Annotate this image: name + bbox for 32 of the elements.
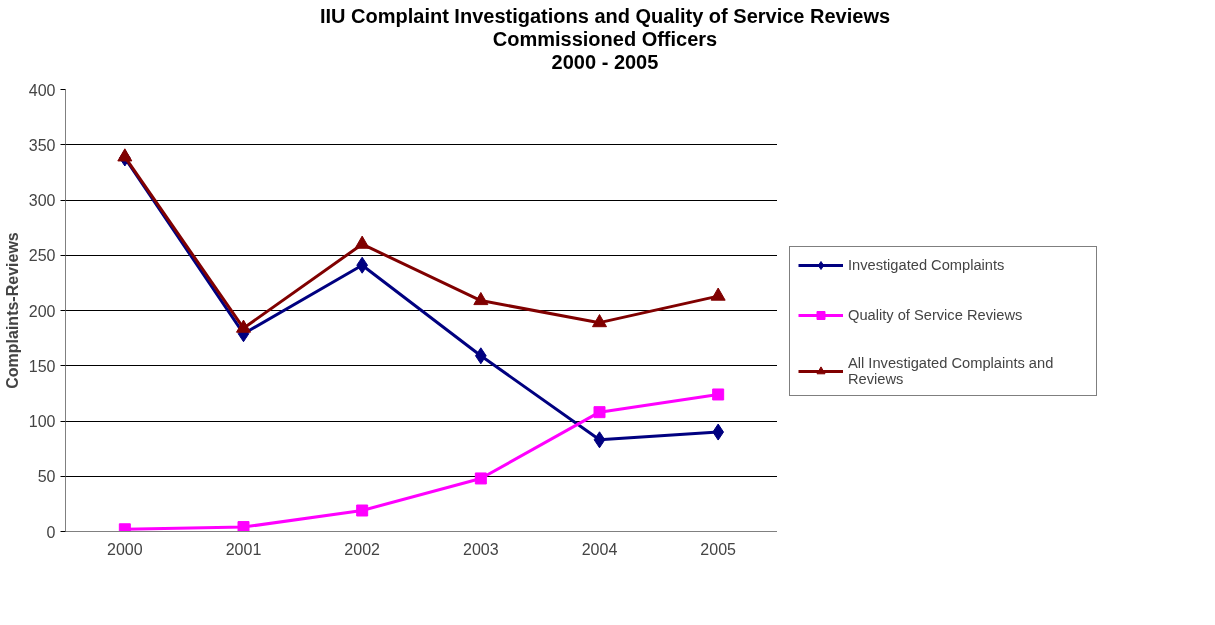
legend-label: Quality of Service Reviews <box>848 307 1024 323</box>
y-axis-title: Complaints-Reviews <box>3 232 21 389</box>
legend-label: Investigated Complaints <box>848 257 1006 273</box>
x-tick-label: 2004 <box>581 540 618 558</box>
y-tick-label: 250 <box>28 247 56 265</box>
y-tick-label: 0 <box>46 523 56 541</box>
point <box>356 504 369 517</box>
point <box>710 287 726 301</box>
point <box>592 314 607 328</box>
point <box>236 319 251 333</box>
point <box>473 291 489 306</box>
x-tick-label: 2003 <box>463 540 499 558</box>
point <box>237 521 250 532</box>
y-tick-label: 50 <box>37 468 56 486</box>
point <box>474 472 487 485</box>
point <box>712 388 725 401</box>
point <box>354 235 370 249</box>
point <box>593 431 606 449</box>
x-tick-label: 2002 <box>344 540 381 558</box>
x-tick-label: 2001 <box>225 540 262 558</box>
y-tick-label: 200 <box>28 302 56 320</box>
y-tick-label: 100 <box>28 413 56 430</box>
point <box>117 148 133 162</box>
x-tick-label: 2000 <box>107 540 143 558</box>
y-tick-label: 400 <box>28 81 56 99</box>
point <box>593 406 606 419</box>
legend-label: All Investigated Complaints and Reviews <box>848 355 1055 387</box>
y-tick-label: 300 <box>28 192 56 209</box>
x-tick-label: 2005 <box>700 540 737 558</box>
chart-title: IIU Complaint Investigations and Quality of Service Reviews Commissioned Officers 2000 - 2005 <box>319 5 891 74</box>
y-tick-label: 350 <box>28 136 56 154</box>
y-tick-label: 150 <box>28 357 56 375</box>
